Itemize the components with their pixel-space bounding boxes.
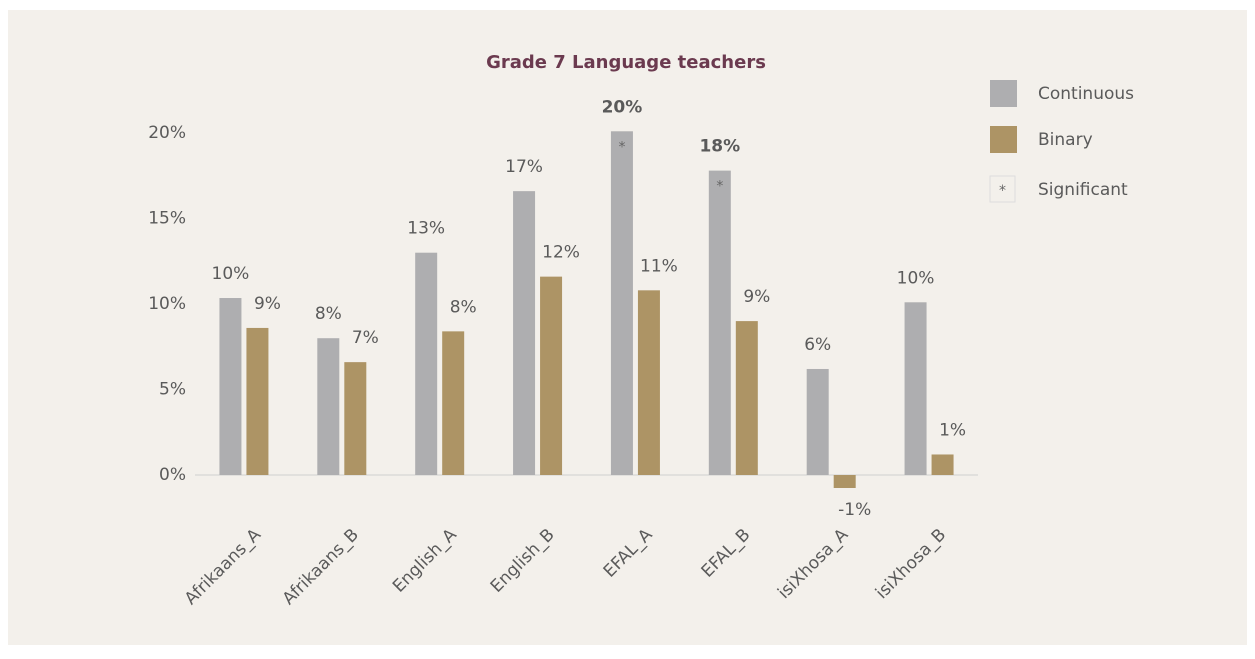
y-tick-label: 15%: [148, 209, 186, 229]
data-label: 9%: [254, 294, 281, 314]
bar: [610, 131, 633, 476]
bar: [246, 327, 269, 475]
data-label: 9%: [743, 287, 770, 307]
data-label: 10%: [897, 268, 935, 288]
data-label: 8%: [450, 297, 477, 317]
bar: [735, 321, 758, 475]
data-label: 8%: [315, 304, 342, 324]
bar: [513, 191, 536, 475]
bar: [833, 475, 856, 488]
data-label: 17%: [505, 157, 543, 177]
legend-swatch: [989, 175, 1016, 203]
data-label: 13%: [407, 219, 445, 239]
bar: [540, 276, 563, 475]
data-label: -1%: [838, 500, 871, 520]
bar: [806, 368, 829, 475]
bar: [317, 338, 340, 475]
bar: [219, 298, 242, 475]
bar: [931, 454, 954, 475]
y-tick-label: 10%: [148, 294, 186, 314]
data-label: 18%: [699, 137, 740, 157]
data-label: 12%: [542, 243, 580, 263]
significant-marker: *: [618, 139, 625, 155]
data-label: 7%: [352, 328, 379, 348]
legend-label: Continuous: [1038, 84, 1134, 104]
bar: [442, 331, 465, 475]
y-tick-label: 0%: [159, 465, 186, 485]
chart-title: Grade 7 Language teachers: [486, 52, 766, 73]
y-tick-label: 20%: [148, 123, 186, 143]
bar: [344, 362, 367, 475]
legend-swatch: [990, 126, 1017, 153]
legend-marker: *: [999, 183, 1006, 199]
significant-marker: *: [716, 179, 723, 195]
bar: [708, 170, 731, 475]
y-tick-label: 5%: [159, 380, 186, 400]
data-label: 6%: [804, 335, 831, 355]
bar: [637, 290, 660, 475]
legend-label: Binary: [1038, 130, 1093, 150]
bar: [415, 252, 438, 475]
data-label: 1%: [939, 420, 966, 440]
data-label: 20%: [602, 97, 643, 117]
legend-label: Significant: [1038, 180, 1128, 200]
data-label: 10%: [212, 264, 250, 284]
bar: [904, 302, 927, 475]
data-label: 11%: [640, 256, 678, 276]
legend-swatch: [990, 80, 1017, 107]
